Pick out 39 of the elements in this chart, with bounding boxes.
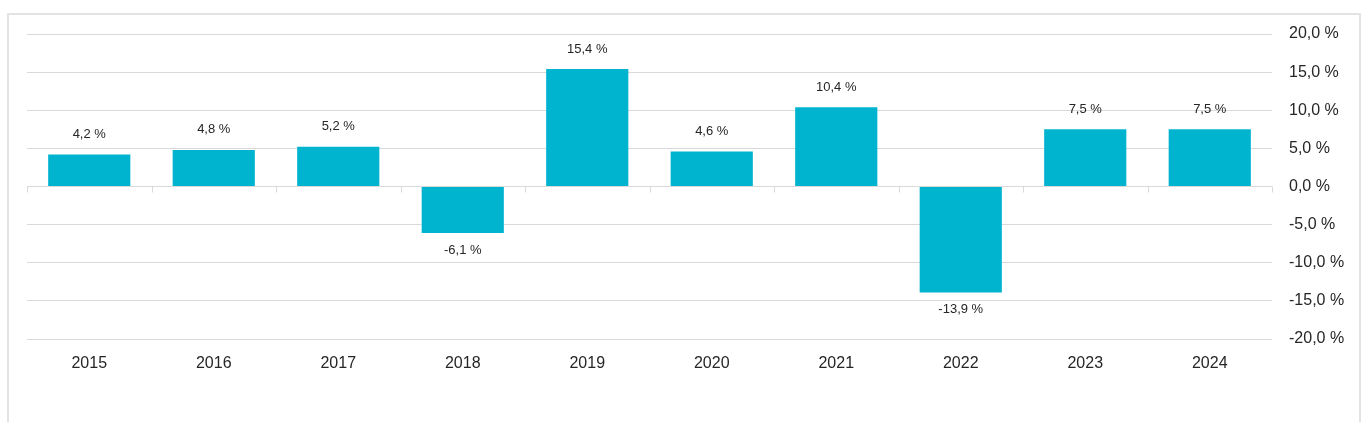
data-label: 10,4 % bbox=[816, 78, 857, 94]
y-tick-label: -5,0 % bbox=[1289, 215, 1336, 233]
data-label: 5,2 % bbox=[321, 118, 356, 134]
data-label: -6,1 % bbox=[443, 241, 482, 257]
data-label: 4,6 % bbox=[695, 123, 729, 138]
y-tick-label: -20,0 % bbox=[1289, 329, 1345, 347]
data-label: -13,9 % bbox=[938, 301, 984, 317]
bar bbox=[421, 187, 504, 234]
x-tick-label: 2019 bbox=[569, 354, 606, 372]
y-tick-label: 0,0 % bbox=[1289, 176, 1330, 194]
y-tick-label: 5,0 % bbox=[1289, 138, 1330, 156]
y-tick-label: 20,0 % bbox=[1289, 24, 1339, 42]
bar bbox=[795, 107, 878, 186]
bar bbox=[670, 151, 753, 186]
data-label: 4,8 % bbox=[197, 121, 231, 137]
bar bbox=[1168, 129, 1251, 186]
data-label: 4,2 % bbox=[72, 126, 107, 142]
x-tick-label: 2022 bbox=[942, 354, 979, 372]
bar bbox=[1044, 129, 1127, 186]
bar bbox=[546, 69, 629, 186]
bar bbox=[172, 149, 255, 186]
y-tick-label: 10,0 % bbox=[1289, 100, 1339, 118]
y-tick-label: 15,0 % bbox=[1289, 62, 1339, 80]
bar bbox=[48, 154, 131, 186]
y-tick-label: -10,0 % bbox=[1289, 253, 1345, 271]
bar bbox=[919, 187, 1002, 293]
x-tick-label: 2020 bbox=[693, 354, 730, 372]
x-tick-label: 2021 bbox=[818, 354, 855, 372]
x-tick-label: 2018 bbox=[444, 354, 481, 372]
x-tick-label: 2023 bbox=[1067, 354, 1104, 372]
bar bbox=[297, 146, 380, 186]
x-tick-label: 2016 bbox=[195, 354, 232, 372]
data-label: 7,5 % bbox=[1193, 100, 1227, 116]
y-tick-label: -15,0 % bbox=[1289, 291, 1345, 309]
x-tick-label: 2015 bbox=[71, 354, 108, 372]
data-label: 7,5 % bbox=[1068, 100, 1103, 116]
data-label: 15,4 % bbox=[567, 40, 608, 56]
x-tick-label: 2017 bbox=[320, 354, 357, 372]
x-tick-label: 2024 bbox=[1191, 354, 1228, 372]
